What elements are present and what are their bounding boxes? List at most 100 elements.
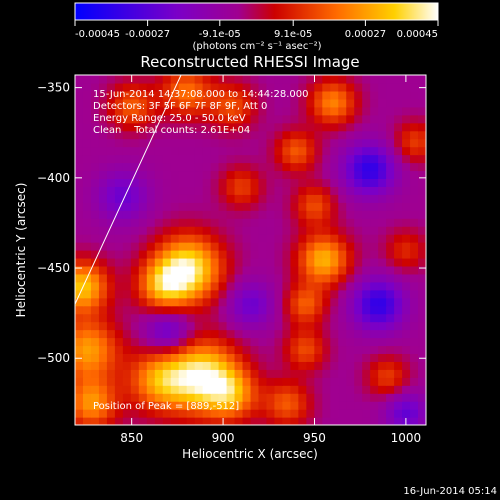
heatmap-cell [186, 345, 196, 354]
heatmap-cell [306, 75, 315, 84]
heatmap-cell [106, 353, 116, 362]
heatmap-cell [298, 353, 307, 362]
heatmap-cell [386, 265, 395, 275]
heatmap-cell [154, 401, 164, 410]
heatmap-cell [194, 170, 204, 179]
heatmap-cell [338, 401, 347, 410]
heatmap-cell [362, 385, 371, 394]
heatmap-cell [146, 265, 156, 275]
heatmap-cell [218, 242, 228, 251]
heatmap-cell [266, 345, 276, 354]
heatmap-cell [410, 289, 419, 299]
heatmap-cell [130, 146, 140, 156]
heatmap-cell [114, 106, 124, 116]
heatmap-cell [114, 401, 124, 410]
heatmap-cell [178, 242, 188, 251]
heatmap-cell [218, 82, 228, 92]
heatmap-cell [234, 305, 244, 315]
heatmap-cell [186, 234, 196, 243]
heatmap-cell [346, 385, 355, 394]
heatmap-cell [130, 265, 140, 275]
heatmap-cell [266, 194, 276, 203]
heatmap-cell [122, 401, 132, 410]
heatmap-cell [386, 130, 395, 140]
heatmap-cell [242, 257, 252, 267]
heatmap-cell [250, 297, 260, 307]
heatmap-cell [162, 337, 172, 347]
heatmap-cell [330, 401, 339, 410]
heatmap-cell [75, 273, 84, 283]
heatmap-cell [202, 297, 212, 307]
heatmap-cell [290, 393, 299, 402]
heatmap-cell [186, 226, 196, 235]
heatmap-cell [410, 75, 419, 84]
heatmap-cell [378, 194, 387, 203]
heatmap-cell [218, 186, 228, 195]
y-tick-label: −500 [37, 351, 70, 365]
heatmap-cell [90, 218, 100, 227]
heatmap-cell [226, 297, 236, 307]
heatmap-cell [186, 417, 196, 425]
heatmap-cell [330, 98, 339, 108]
heatmap-cell [218, 369, 228, 378]
heatmap-cell [298, 202, 307, 211]
heatmap-cell [186, 170, 196, 179]
heatmap-cell [314, 337, 323, 347]
heatmap-cell [386, 162, 395, 172]
heatmap-cell [346, 138, 355, 148]
heatmap-cell [314, 361, 323, 370]
heatmap-cell [290, 321, 299, 331]
heatmap-cell [418, 202, 426, 211]
annotation-clean-counts: Clean Total counts: 2.61E+04 [93, 125, 250, 136]
heatmap-cell [106, 186, 116, 195]
heatmap-cell [210, 329, 220, 339]
heatmap-cell [218, 313, 228, 323]
heatmap-cell [338, 289, 347, 299]
heatmap-cell [298, 345, 307, 354]
heatmap-cell [154, 218, 164, 227]
heatmap-cell [410, 273, 419, 283]
heatmap-cell [146, 218, 156, 227]
heatmap-cell [162, 257, 172, 267]
heatmap-cell [98, 210, 108, 219]
heatmap-cell [114, 313, 124, 323]
heatmap-cell [298, 226, 307, 235]
heatmap-cell [186, 273, 196, 283]
heatmap-cell [266, 82, 276, 92]
heatmap-cell [314, 273, 323, 283]
heatmap-cell [146, 329, 156, 339]
heatmap-cell [410, 409, 419, 418]
heatmap-cell [346, 401, 355, 410]
heatmap-cell [410, 401, 419, 410]
heatmap-cell [122, 329, 132, 339]
heatmap-cell [98, 377, 108, 386]
heatmap-cell [130, 401, 140, 410]
heatmap-cell [306, 257, 315, 267]
heatmap-cell [186, 377, 196, 386]
heatmap-cell [114, 178, 124, 187]
heatmap-cell [106, 106, 116, 116]
heatmap-cell [242, 234, 252, 243]
heatmap-cell [202, 289, 212, 299]
heatmap-cell [242, 409, 252, 418]
heatmap-cell [378, 313, 387, 323]
heatmap-cell [322, 130, 331, 140]
chart-title: Reconstructed RHESSI Image [140, 53, 359, 71]
heatmap-cell [170, 186, 180, 195]
heatmap-cell [75, 329, 84, 339]
heatmap-cell [306, 369, 315, 378]
heatmap-cell [138, 146, 148, 156]
heatmap-cell [354, 305, 363, 315]
heatmap-cell [75, 194, 84, 203]
heatmap-cell [410, 393, 419, 402]
heatmap-cell [418, 90, 426, 100]
heatmap-cell [370, 202, 379, 211]
heatmap-cell [82, 361, 92, 370]
heatmap-cell [90, 170, 100, 179]
heatmap-cell [418, 226, 426, 235]
heatmap-cell [370, 122, 379, 132]
heatmap-cell [322, 297, 331, 307]
heatmap-cell [394, 321, 403, 331]
heatmap-cell [402, 345, 411, 354]
heatmap-cell [90, 234, 100, 243]
